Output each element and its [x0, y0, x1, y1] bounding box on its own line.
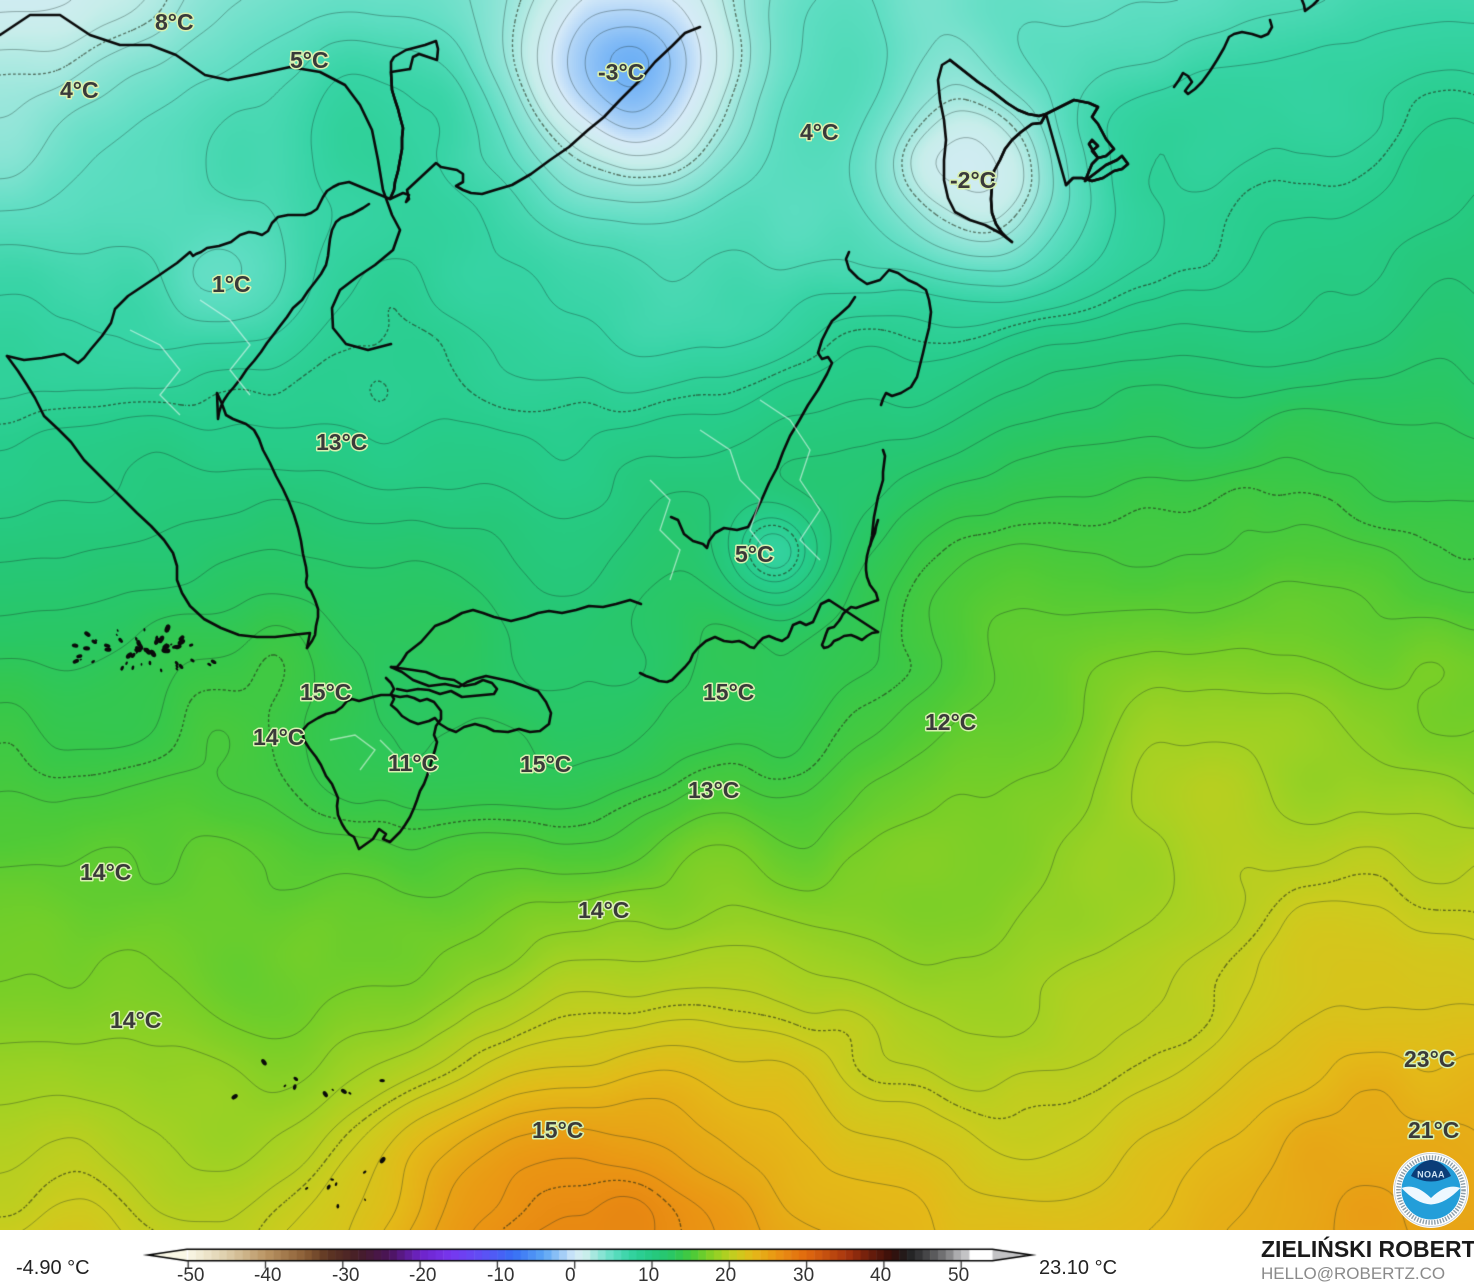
svg-text:13°C: 13°C: [688, 777, 739, 803]
svg-text:-3°C: -3°C: [598, 59, 644, 85]
svg-text:15°C: 15°C: [300, 679, 351, 705]
svg-text:-2°C: -2°C: [950, 167, 996, 193]
svg-text:5°C: 5°C: [735, 541, 774, 567]
svg-text:14°C: 14°C: [578, 897, 629, 923]
svg-text:13°C: 13°C: [316, 429, 367, 455]
svg-text:10: 10: [638, 1265, 659, 1286]
svg-text:15°C: 15°C: [703, 679, 754, 705]
svg-text:30: 30: [793, 1265, 814, 1286]
svg-text:20: 20: [715, 1265, 736, 1286]
svg-text:-20: -20: [409, 1265, 436, 1286]
svg-text:0: 0: [565, 1265, 576, 1286]
svg-text:4°C: 4°C: [60, 77, 99, 103]
svg-text:-4.90 °C: -4.90 °C: [16, 1257, 90, 1279]
svg-text:40: 40: [870, 1265, 891, 1286]
svg-text:4°C: 4°C: [800, 119, 839, 145]
svg-text:50: 50: [948, 1265, 969, 1286]
svg-text:-40: -40: [254, 1265, 281, 1286]
svg-text:23°C: 23°C: [1404, 1046, 1455, 1072]
svg-text:1°C: 1°C: [212, 271, 251, 297]
svg-text:NOAA: NOAA: [1417, 1170, 1445, 1180]
svg-text:-50: -50: [177, 1265, 204, 1286]
svg-text:ZIELIŃSKI ROBERT: ZIELIŃSKI ROBERT: [1261, 1235, 1474, 1262]
svg-text:8°C: 8°C: [155, 9, 194, 35]
svg-text:23.10 °C: 23.10 °C: [1039, 1257, 1117, 1279]
svg-text:12°C: 12°C: [925, 709, 976, 735]
svg-text:11°C: 11°C: [388, 750, 438, 776]
svg-text:14°C: 14°C: [80, 859, 131, 885]
svg-text:5°C: 5°C: [290, 47, 329, 73]
svg-text:15°C: 15°C: [532, 1117, 583, 1143]
svg-text:-10: -10: [487, 1265, 514, 1286]
svg-text:15°C: 15°C: [520, 751, 571, 777]
svg-text:HELLO@ROBERTZ.CO: HELLO@ROBERTZ.CO: [1261, 1264, 1445, 1283]
svg-text:21°C: 21°C: [1408, 1117, 1459, 1143]
svg-text:14°C: 14°C: [253, 724, 304, 750]
svg-text:-30: -30: [332, 1265, 359, 1286]
svg-text:14°C: 14°C: [110, 1007, 161, 1033]
